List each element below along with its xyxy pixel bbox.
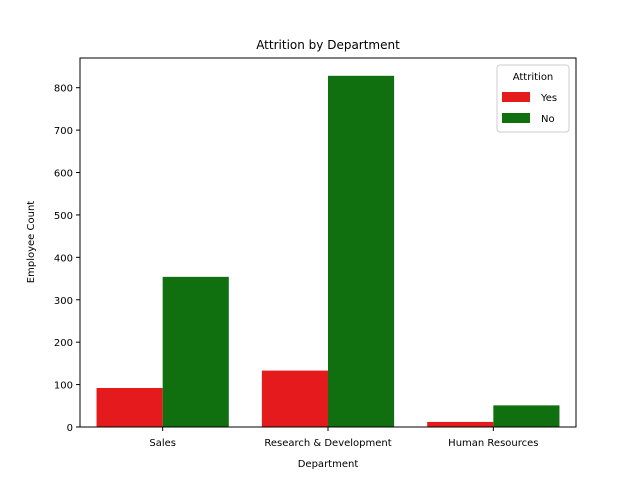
y-tick-label: 0 [67, 423, 73, 434]
legend: Attrition Yes No [496, 64, 570, 133]
legend-swatch-no [502, 113, 530, 123]
plot-frame [79, 57, 577, 428]
y-axis: 0 100 200 300 400 500 600 700 800 [54, 84, 80, 434]
y-tick-label: 100 [54, 381, 73, 392]
x-axis-title: Department [298, 459, 359, 470]
y-tick-label: 700 [54, 126, 73, 137]
bar-yes-2 [427, 421, 494, 427]
legend-label-no: No [541, 114, 555, 125]
y-tick-label: 800 [54, 84, 73, 95]
y-tick-label: 500 [54, 211, 73, 222]
legend-title: Attrition [513, 72, 554, 83]
x-axis: Sales Research & Development Human Resourc… [149, 427, 538, 449]
chart-title: Attrition by Department [256, 38, 400, 52]
bar-yes-1 [261, 370, 328, 427]
y-tick-label: 600 [54, 169, 73, 180]
bar-no-0 [162, 276, 229, 427]
bar-no-2 [493, 405, 560, 427]
x-tick-label: Sales [149, 438, 176, 449]
bar-no-1 [328, 75, 395, 428]
legend-swatch-yes [502, 92, 530, 102]
y-tick-label: 300 [54, 296, 73, 307]
x-tick-label: Research & Development [264, 438, 391, 449]
y-axis-title: Employee Count [26, 201, 37, 283]
bar-yes-0 [96, 387, 163, 427]
legend-label-yes: Yes [540, 93, 557, 104]
bars-group [96, 75, 560, 428]
y-tick-label: 200 [54, 338, 73, 349]
y-tick-label: 400 [54, 253, 73, 264]
x-tick-label: Human Resources [448, 438, 538, 449]
